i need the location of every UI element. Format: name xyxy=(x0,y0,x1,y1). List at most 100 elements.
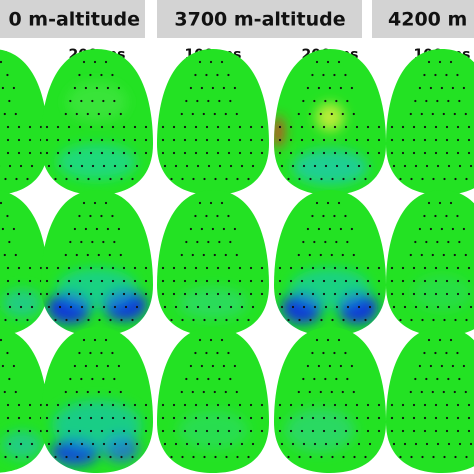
electrode xyxy=(434,292,438,296)
electrode xyxy=(6,279,10,283)
electrode xyxy=(333,416,337,420)
electrode xyxy=(238,416,242,420)
electrode xyxy=(300,151,304,155)
electrode xyxy=(111,351,114,355)
electrode xyxy=(368,305,372,309)
electrode xyxy=(335,99,338,103)
electrode xyxy=(78,138,82,142)
electrode xyxy=(322,138,326,142)
electrode xyxy=(109,318,112,322)
electrode xyxy=(366,429,370,433)
electrode xyxy=(91,305,95,309)
electrode xyxy=(222,86,225,90)
electrode xyxy=(95,227,98,231)
electrode xyxy=(174,305,178,309)
electrode xyxy=(251,305,255,309)
electrode xyxy=(227,416,231,420)
electrode xyxy=(368,442,372,446)
electrode xyxy=(17,292,21,296)
electrode xyxy=(67,292,71,296)
electrode xyxy=(233,364,236,368)
electrode xyxy=(216,429,220,433)
electrode xyxy=(229,305,233,309)
electrode xyxy=(108,253,111,257)
electrode xyxy=(434,151,438,155)
electrode xyxy=(414,240,417,244)
electrode xyxy=(117,227,120,231)
electrode xyxy=(119,253,122,257)
electrode xyxy=(249,138,253,142)
electrode xyxy=(227,138,231,142)
electrode xyxy=(100,125,104,129)
electrode xyxy=(111,214,114,218)
electrode xyxy=(216,266,220,270)
electrode xyxy=(467,292,471,296)
electrode xyxy=(75,390,78,394)
electrode xyxy=(445,292,449,296)
electrode xyxy=(144,279,148,283)
electrode xyxy=(28,429,32,433)
electrode xyxy=(355,279,359,283)
electrode xyxy=(425,305,429,309)
electrode xyxy=(238,429,242,433)
activity xyxy=(178,287,248,319)
electrode xyxy=(344,151,348,155)
electrode xyxy=(341,253,344,257)
electrode xyxy=(377,279,381,283)
electrode xyxy=(216,73,219,77)
electrode xyxy=(339,86,342,90)
electrode xyxy=(352,390,355,394)
electrode xyxy=(423,73,426,77)
electrode xyxy=(3,253,6,257)
electrode xyxy=(229,164,233,168)
electrode xyxy=(194,266,198,270)
electrode xyxy=(192,318,195,322)
electrode xyxy=(106,86,109,90)
electrode xyxy=(339,364,342,368)
electrode xyxy=(133,279,137,283)
electrode xyxy=(322,125,326,129)
electrode xyxy=(469,305,473,309)
electrode xyxy=(311,138,315,142)
electrode xyxy=(222,227,225,231)
electrode xyxy=(69,99,72,103)
electrode xyxy=(54,318,57,322)
electrode xyxy=(84,86,87,90)
map-detail xyxy=(278,201,381,324)
electrode xyxy=(133,138,137,142)
electrode xyxy=(26,177,29,181)
electrode xyxy=(445,403,449,407)
electrode xyxy=(456,403,460,407)
electrode xyxy=(410,177,413,181)
electrode xyxy=(100,351,103,355)
electrode xyxy=(322,279,326,283)
electrode xyxy=(291,164,295,168)
electrode xyxy=(216,151,220,155)
electrode xyxy=(346,240,349,244)
electrode xyxy=(434,351,437,355)
electrode xyxy=(431,253,434,257)
electrode xyxy=(200,227,203,231)
electrode xyxy=(89,138,93,142)
electrode xyxy=(454,318,457,322)
electrode xyxy=(449,201,453,205)
electrode xyxy=(163,164,167,168)
electrode xyxy=(306,364,309,368)
electrode xyxy=(249,151,253,155)
scalp-map xyxy=(386,49,474,195)
electrode xyxy=(30,164,34,168)
electrode xyxy=(438,338,442,342)
electrode xyxy=(78,279,82,283)
electrode xyxy=(425,99,428,103)
electrode xyxy=(418,227,421,231)
electrode xyxy=(15,177,18,181)
electrode xyxy=(449,60,453,64)
electrode xyxy=(205,279,209,283)
electrode xyxy=(95,86,98,90)
electrode xyxy=(229,442,233,446)
electrode xyxy=(218,164,222,168)
electrode xyxy=(427,60,431,64)
electrode xyxy=(67,138,71,142)
electrode xyxy=(346,442,350,446)
